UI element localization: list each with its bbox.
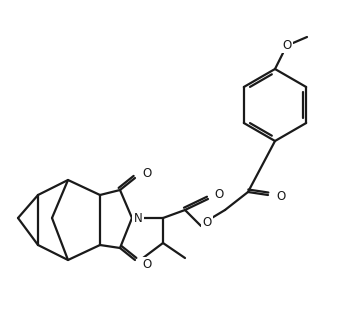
Text: O: O <box>202 216 212 230</box>
Text: O: O <box>142 258 152 272</box>
Text: O: O <box>282 38 292 51</box>
Text: O: O <box>214 187 223 201</box>
Text: N: N <box>134 212 142 224</box>
Text: O: O <box>142 166 152 180</box>
Text: O: O <box>276 191 286 203</box>
